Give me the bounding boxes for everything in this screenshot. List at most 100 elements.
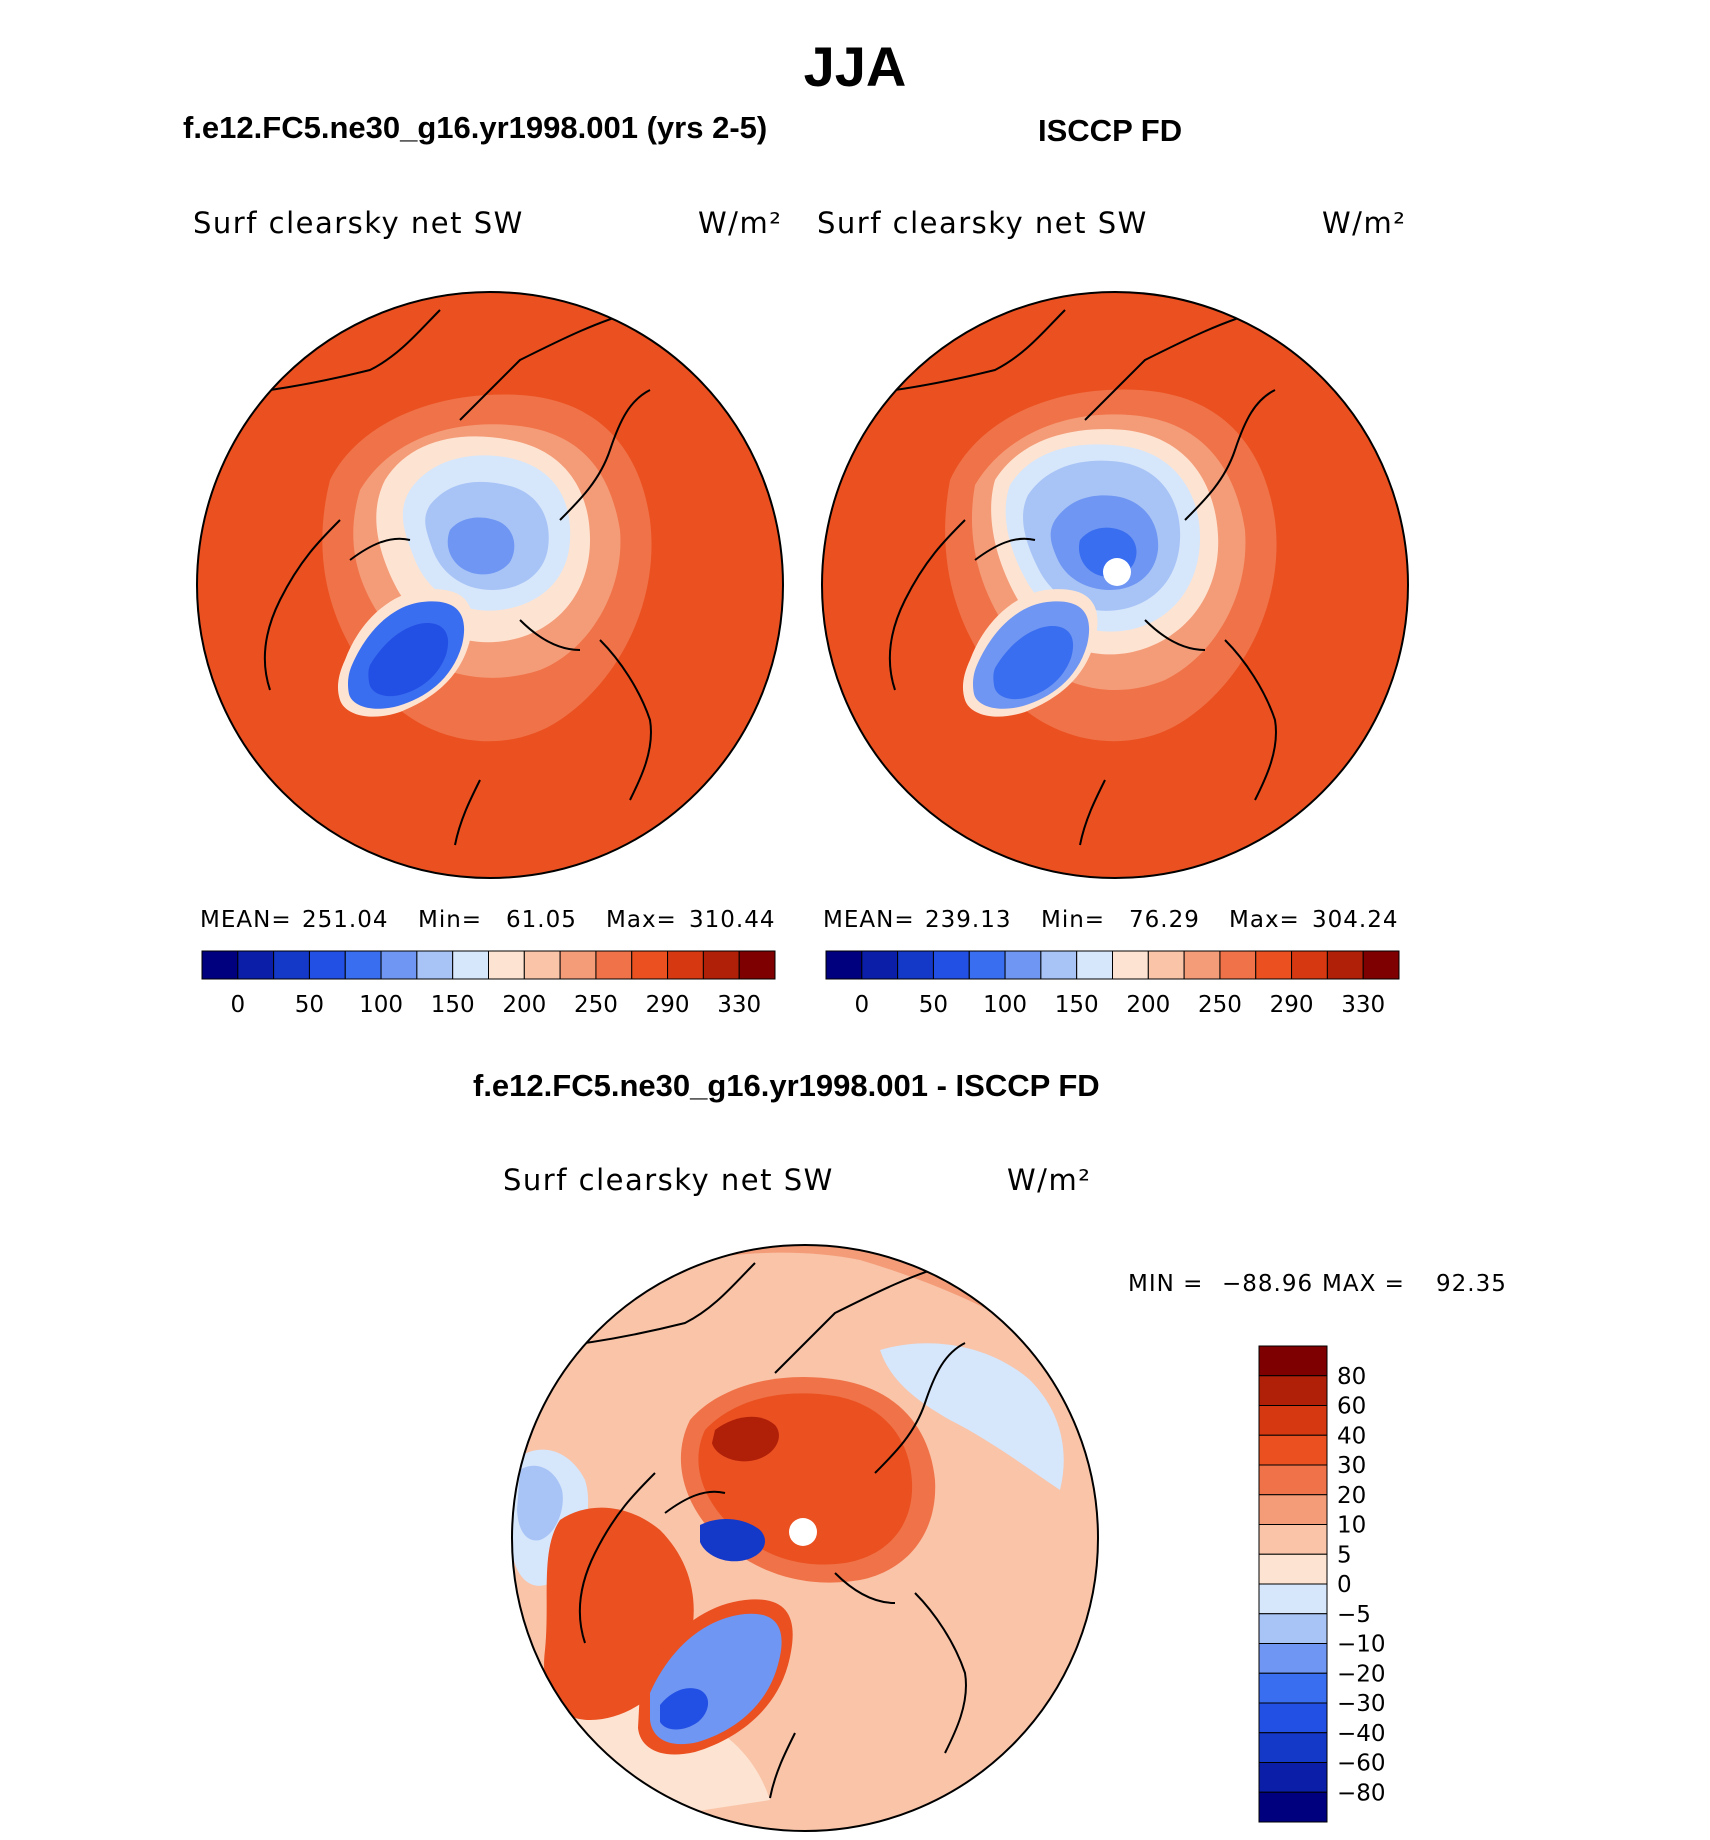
panel3-title: f.e12.FC5.ne30_g16.yr1998.001 - ISCCP FD [473, 1068, 1100, 1103]
panel2-colorbar-swatch [1326, 950, 1364, 980]
panel1-colorbar-tick-label: 150 [431, 992, 475, 1018]
panel3-variable-label: Surf clearsky net SW [503, 1163, 834, 1197]
figure-title: JJA [803, 35, 907, 98]
panel1-min-value: 61.05 [506, 907, 577, 933]
panel2-colorbar: 0 50 100 150 200 250 290 330 [825, 950, 1400, 1018]
panel2-variable-label: Surf clearsky net SW [817, 206, 1148, 240]
panel2-colorbar-tick-label: 150 [1055, 992, 1099, 1018]
panel3-colorbar-tick-label: −10 [1337, 1632, 1386, 1658]
panel2-map-border [821, 291, 1409, 879]
panel1-colorbar-swatch [416, 950, 454, 980]
panel3-colorbar-swatch [1258, 1524, 1328, 1555]
panel3-colorbar-tick-label: 40 [1337, 1423, 1366, 1449]
panel3-colorbar-swatch [1258, 1702, 1328, 1734]
panel1-min-label: Min= [418, 907, 483, 933]
panel1-greenland [368, 622, 449, 697]
panel1-mean-label: MEAN= [200, 907, 292, 933]
panel3-colorbar-tick-label: 5 [1337, 1542, 1352, 1568]
panel3-max-label: MAX = [1322, 1271, 1405, 1297]
panel1-colorbar-tick-label: 50 [295, 992, 324, 1018]
panel3-colorbar-swatch [1258, 1672, 1328, 1704]
panel3-colorbar-swatch [1258, 1613, 1328, 1644]
panel3-colorbar-swatch [1258, 1583, 1328, 1615]
panel3-colorbar-tick-label: −30 [1337, 1691, 1386, 1717]
panel3-greenland [660, 1688, 709, 1730]
panel1-colorbar-tick-label: 330 [717, 992, 761, 1018]
panel2-mean-label: MEAN= [823, 907, 915, 933]
panel1-colorbar-swatch [559, 950, 597, 980]
panel3-map-border [511, 1244, 1099, 1832]
panel2-title: ISCCP FD [1038, 113, 1183, 148]
panel2-units-label: W/m² [1322, 206, 1407, 240]
panel3-colorbar-swatch [1258, 1553, 1328, 1585]
panel2-missing-pole [1103, 558, 1131, 586]
panel3-min-value: −88.96 [1222, 1271, 1314, 1297]
panel1-colorbar-tick-label: 100 [359, 992, 403, 1018]
panel3-field-band [712, 1416, 779, 1462]
panel3-min-label: MIN = [1128, 1271, 1204, 1297]
panel1-colorbar-swatch [523, 950, 561, 980]
panel2-colorbar-swatch [1291, 950, 1328, 980]
panel2-colorbar-tick-label: 100 [983, 992, 1027, 1018]
panel1-field-band [447, 517, 515, 575]
panel3-colorbar-tick-label: −5 [1337, 1602, 1371, 1628]
panel3-colorbar-tick-label: 20 [1337, 1483, 1366, 1509]
panel2-colorbar-swatch [1147, 950, 1185, 980]
panel3-missing-pole [789, 1518, 817, 1546]
panel3-colorbar-swatch [1258, 1375, 1328, 1406]
panel2-colorbar-tick-label: 330 [1341, 992, 1385, 1018]
panel1-colorbar-swatch [237, 950, 275, 980]
panel1-colorbar-swatch [488, 950, 525, 980]
panel2-greenland [993, 625, 1074, 700]
panel3-colorbar-tick-label: 60 [1337, 1394, 1366, 1420]
panel2-max-value: 304.24 [1312, 907, 1399, 933]
panel3-colorbar-tick-label: −80 [1337, 1780, 1386, 1806]
panel2-colorbar-tick-label: 200 [1126, 992, 1170, 1018]
panel2-colorbar-swatch [1219, 950, 1257, 980]
panel1-colorbar-swatch [308, 950, 346, 980]
panel2-coastline [854, 309, 1277, 846]
panel1-max-label: Max= [606, 907, 677, 933]
panel1-mean-value: 251.04 [302, 907, 389, 933]
panel2-colorbar-tick-label: 50 [919, 992, 948, 1018]
panel3-colorbar-swatch [1258, 1434, 1328, 1466]
panel1-variable-label: Surf clearsky net SW [193, 206, 524, 240]
panel3-field-band [880, 1343, 1064, 1490]
panel2-colorbar-swatch [1112, 950, 1149, 980]
panel1-colorbar-tick-label: 250 [574, 992, 618, 1018]
panel1-colorbar-swatch [452, 950, 489, 980]
panel3-colorbar-swatch [1258, 1464, 1328, 1496]
panel1-map-border [196, 291, 784, 879]
panel1-max-value: 310.44 [689, 907, 776, 933]
panel2-colorbar-swatch [1040, 950, 1078, 980]
panel3-coastline [544, 1262, 967, 1799]
panel3-colorbar-tick-label: 10 [1337, 1513, 1366, 1539]
panel2-colorbar-swatch [968, 950, 1006, 980]
panel2-min-value: 76.29 [1129, 907, 1200, 933]
panel3-colorbar-tick-label: 0 [1337, 1572, 1352, 1598]
panel1-title: f.e12.FC5.ne30_g16.yr1998.001 (yrs 2-5) [183, 110, 768, 145]
panel3-colorbar-swatch [1258, 1345, 1328, 1377]
panel2-colorbar-tick-label: 0 [854, 992, 869, 1018]
panel3-colorbar-swatch [1258, 1643, 1328, 1674]
panel1-colorbar-swatch [702, 950, 740, 980]
panel1-colorbar-tick-label: 200 [502, 992, 546, 1018]
panel3-units-label: W/m² [1007, 1163, 1092, 1197]
panel1-colorbar-swatch [738, 950, 776, 980]
panel1-colorbar-swatch [344, 950, 382, 980]
panel2-colorbar-swatch [1183, 950, 1221, 980]
panel3-field-band [517, 1465, 563, 1541]
panel3-colorbar-swatch [1258, 1494, 1328, 1525]
panel3-colorbar-swatch [1258, 1791, 1328, 1823]
panel1-colorbar: 0 50 100 150 200 250 290 330 [201, 950, 776, 1018]
panel2-colorbar-swatch [1004, 950, 1042, 980]
panel2-colorbar-swatch [932, 950, 970, 980]
panel2-map [821, 291, 1409, 879]
panel1-units-label: W/m² [698, 206, 783, 240]
panel3-colorbar-tick-label: −60 [1337, 1751, 1386, 1777]
panel3-strait [700, 1518, 765, 1562]
panel1-colorbar-swatch [595, 950, 633, 980]
panel3-colorbar-tick-label: 80 [1337, 1364, 1366, 1390]
panel3-colorbar-tick-label: −40 [1337, 1721, 1386, 1747]
